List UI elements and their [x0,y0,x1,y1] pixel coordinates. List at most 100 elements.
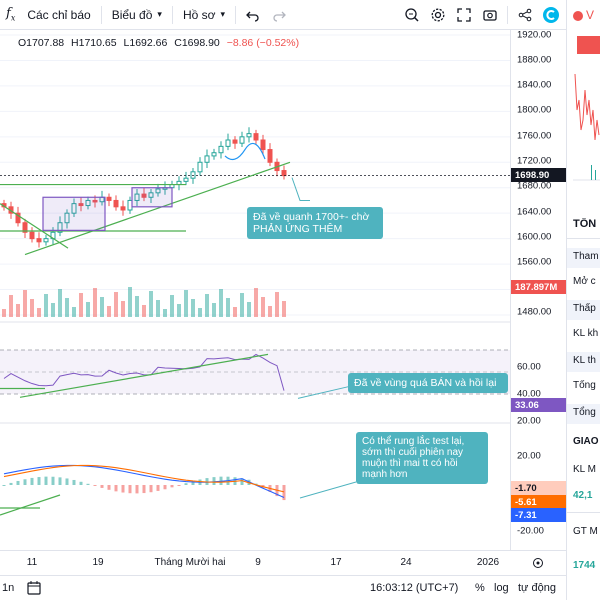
candle-body [36,238,42,243]
macd-histogram-bar [58,477,62,485]
macd-label: 20.00 [517,450,541,462]
fullscreen-icon[interactable] [451,0,477,30]
indicators-button[interactable]: Các chỉ báo [21,0,96,30]
sidebar-divider [567,512,600,513]
chart-type-label: Biểu đồ [111,7,153,22]
profile-button[interactable]: Hồ sơ ▾ [177,0,231,30]
chevron-down-icon: ▾ [220,9,226,19]
volume-bar [226,298,230,317]
candle-body [267,149,273,163]
candle-body [127,199,133,211]
candle-body [113,199,119,208]
candle-body [57,222,63,233]
annotation-pointer [291,177,310,201]
sidebar-row: Tổng [567,404,600,424]
sidebar-row: Tham [567,248,600,268]
price-label: 1760.00 [517,130,552,142]
sidebar-section: GIAO [573,436,599,447]
ohlc-change: −8.86 (−0.52%) [226,37,300,49]
candle-body [71,203,77,214]
candle-body [148,192,154,198]
candle-body [281,170,287,177]
right-sidebar: V TỐN Tham Mở c Thấp KL kh KL th Tổng Tổ… [566,0,600,600]
macd-histogram-bar [212,477,216,485]
price-axis[interactable]: 1920.00 1880.00 1840.00 1800.00 1760.00 … [510,30,567,575]
bottom-bar: 1n 16:03:12 (UTC+7) % log tự động [0,575,566,600]
macd-signal-tag: -5.61 [511,495,567,509]
candle-body [78,203,84,207]
macd-histogram-bar [30,477,34,485]
sidebar-row: KL kh [573,328,599,339]
volume-bar [23,290,27,317]
volume-bar [233,307,237,317]
volume-bar [261,297,265,317]
macd-line [3,464,285,499]
price-label: 1600.00 [517,231,552,243]
sidebar-kl-value: 42,1 [573,490,593,501]
candle-body [183,177,189,182]
time-axis[interactable]: 11 19 Tháng Mười hai 9 17 24 2026 [0,550,566,575]
candle-body [197,161,203,173]
macd-histogram-bar [72,479,76,485]
candle-body [246,133,252,138]
ohlc-low: L1692.66 [123,37,168,49]
volume-bar [30,299,34,317]
sidebar-gt-value: 1744 [573,560,596,571]
candle-body [232,139,238,144]
volume-bar [177,304,181,317]
clock-timezone[interactable]: 16:03:12 (UTC+7) [370,582,459,594]
sidebar-row: Thấp [567,300,600,320]
search-zoom-icon[interactable] [399,0,425,30]
candle-body [211,152,217,157]
chevron-down-icon: ▾ [157,9,162,19]
share-icon[interactable] [512,0,538,30]
profile-label: Hồ sơ [182,7,216,22]
macd-annotation[interactable]: Có thể rung lắc test lại, sớm thì cuối p… [356,432,488,484]
candle-body [85,199,91,207]
macd-histogram-bar [114,485,118,492]
macd-hist-tag: -1.70 [511,481,567,495]
time-label: 2026 [476,557,500,568]
macd-line-tag: -7.31 [511,508,567,522]
gear-icon[interactable] [425,0,451,30]
toolbar-divider [507,5,508,24]
macd-histogram-bar [240,478,244,485]
candle-body [141,193,147,198]
redo-icon[interactable] [266,0,292,30]
calendar-range-icon[interactable] [26,580,42,599]
time-label: 11 [26,557,38,568]
percent-toggle[interactable]: % [475,582,485,594]
app-logo-icon[interactable] [538,0,564,30]
macd-histogram-bar [93,485,97,486]
toolbar-divider [235,5,237,24]
log-toggle[interactable]: log [494,582,509,594]
chart-type-button[interactable]: Biểu đồ ▾ [106,0,168,30]
macd-histogram-bar [16,480,20,485]
goto-date-icon[interactable] [532,557,544,572]
volume-bar [268,306,272,317]
macd-histogram-bar [44,476,48,485]
rsi-label: 20.00 [517,415,541,427]
price-annotation[interactable]: Đã về quanh 1700+- chờ PHẢN ỨNG THÊM [247,207,383,239]
auto-toggle[interactable]: tự động [518,582,556,594]
price-label: 1720.00 [517,155,552,167]
volume-bar [121,301,125,317]
macd-histogram-bar [86,483,90,485]
period-button[interactable]: 1n [2,582,15,594]
screenshot-icon[interactable] [477,0,503,30]
chart-canvas[interactable] [0,30,510,550]
sidebar-symbol-dot [573,10,583,21]
macd-histogram-bar [79,481,83,485]
candle-body [218,145,224,154]
indicator-fx-icon[interactable]: fx [6,6,16,23]
macd-histogram-bar [163,485,167,490]
sidebar-symbol[interactable]: V [567,8,600,22]
volume-bar [51,303,55,317]
rsi-label: 40.00 [517,388,541,400]
macd-histogram-bar [65,478,69,485]
time-label: 24 [400,557,412,568]
rsi-annotation[interactable]: Đã về vùng quá BÁN và hồi lại [348,373,508,393]
volume-bar [184,290,188,317]
undo-icon[interactable] [240,0,266,30]
candle-body [155,188,161,194]
